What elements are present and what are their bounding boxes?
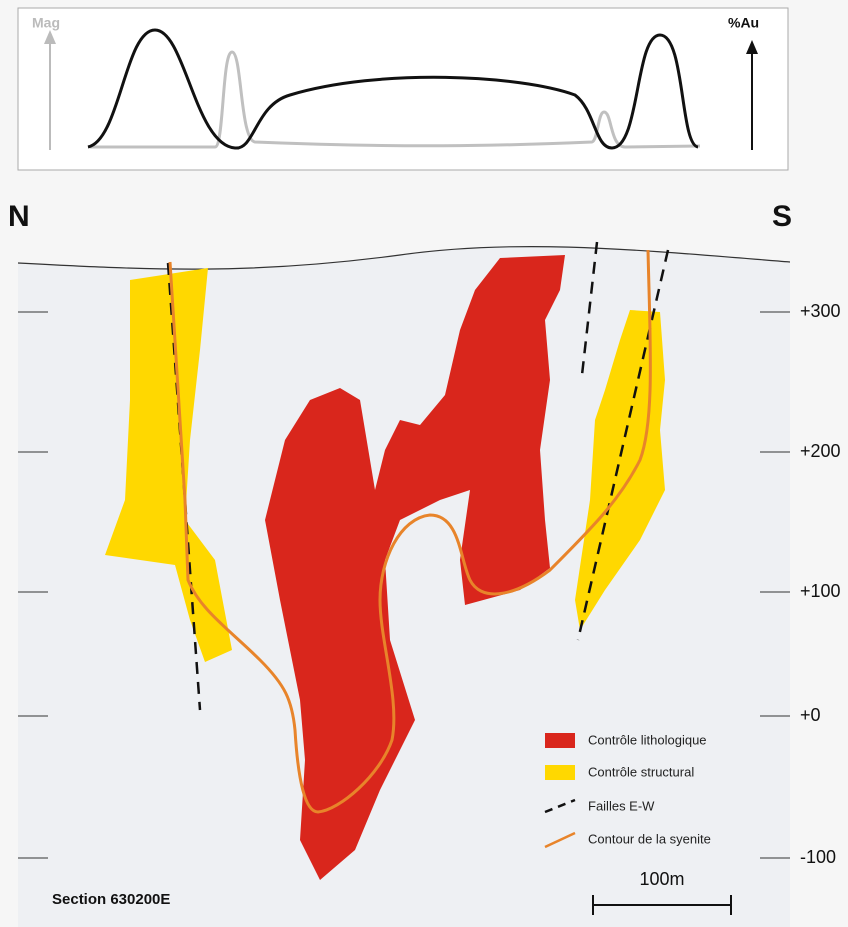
elevation-label: -100	[800, 847, 836, 867]
elevation-label: +100	[800, 581, 841, 601]
legend-label: Contrôle structural	[588, 764, 694, 779]
page: Mag %Au N S +300 +200 +100 +0 -100 Contr…	[0, 0, 848, 927]
figure: Mag %Au N S +300 +200 +100 +0 -100 Contr…	[0, 0, 848, 927]
south-label: S	[772, 200, 792, 233]
elevation-label: +300	[800, 301, 841, 321]
scale-label: 100m	[639, 869, 684, 889]
elevation-label: +0	[800, 705, 821, 725]
legend-swatch	[545, 765, 575, 780]
north-label: N	[8, 200, 30, 233]
legend-swatch	[545, 733, 575, 748]
legend-label: Contour de la syenite	[588, 831, 711, 846]
elevation-label: +200	[800, 441, 841, 461]
section-name: Section 630200E	[52, 891, 170, 908]
legend-label: Failles E-W	[588, 798, 655, 813]
mag-label: Mag	[32, 15, 60, 31]
au-label: %Au	[728, 15, 759, 31]
legend-label: Contrôle lithologique	[588, 732, 707, 747]
